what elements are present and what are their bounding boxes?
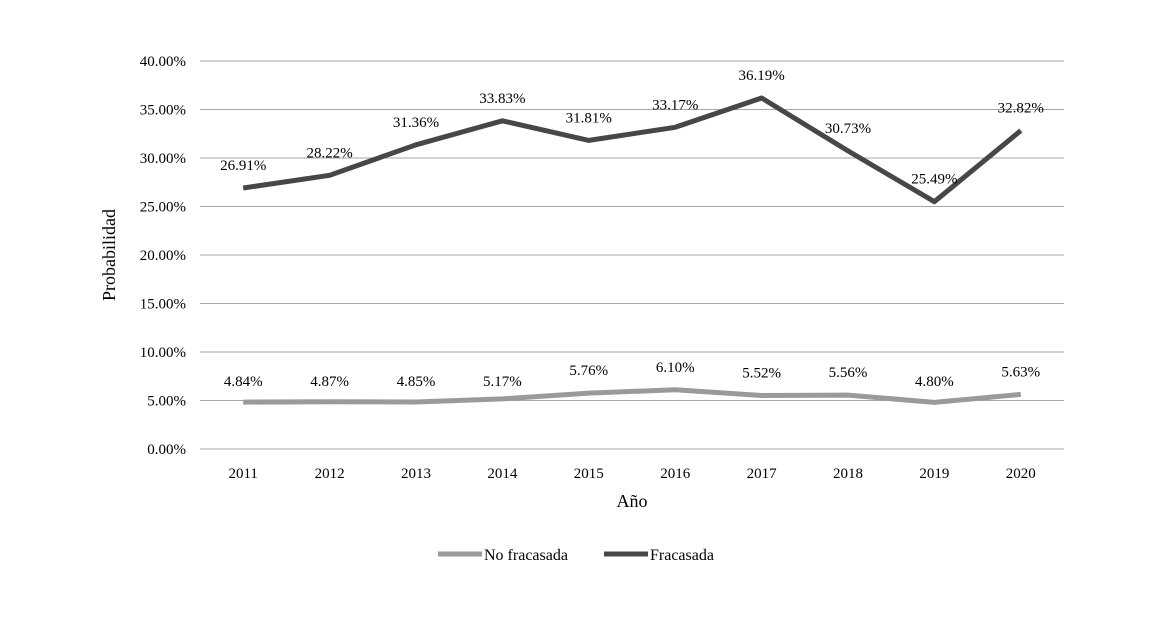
x-tick-label: 2012 <box>315 466 345 482</box>
y-tick-label: 0.00% <box>147 442 186 458</box>
data-label: 33.83% <box>479 91 525 107</box>
x-tick-label: 2015 <box>574 466 604 482</box>
data-label: 33.17% <box>652 97 698 113</box>
data-label: 31.81% <box>566 110 612 126</box>
y-tick-label: 5.00% <box>147 394 186 410</box>
y-tick-label: 20.00% <box>140 248 186 264</box>
data-label: 5.52% <box>742 365 781 381</box>
data-label: 5.56% <box>829 365 868 381</box>
x-tick-label: 2011 <box>228 466 257 482</box>
y-axis-title: Probabilidad <box>99 209 119 301</box>
data-label: 28.22% <box>306 145 352 161</box>
x-tick-label: 2019 <box>919 466 949 482</box>
series-lines <box>242 95 1023 405</box>
data-label: 36.19% <box>738 68 784 84</box>
x-axis-title: Año <box>617 491 648 511</box>
data-label: 5.63% <box>1001 364 1040 380</box>
data-label: 30.73% <box>825 121 871 137</box>
data-label: 5.17% <box>483 374 522 390</box>
x-tick-label: 2013 <box>401 466 431 482</box>
data-label: 25.49% <box>911 172 957 188</box>
legend-label-no-fracasada: No fracasada <box>484 547 568 564</box>
legend-label-fracasada: Fracasada <box>650 547 714 564</box>
data-labels: 4.84% 4.87% 4.85% 5.17% 5.76% 6.10% 5.52% 5.56%… <box>220 68 1044 390</box>
x-tick-label: 2018 <box>833 466 863 482</box>
legend: No fracasada Fracasada <box>438 547 714 564</box>
data-label: 32.82% <box>998 101 1044 117</box>
data-label: 5.76% <box>569 363 608 379</box>
y-tick-label: 15.00% <box>140 297 186 313</box>
data-label: 6.10% <box>656 360 695 376</box>
x-axis-ticks: 2011 2012 2013 2014 2015 2016 2017 2018 2019 2020 <box>228 466 1035 482</box>
y-tick-label: 40.00% <box>140 54 186 70</box>
x-tick-label: 2017 <box>747 466 778 482</box>
data-label: 4.85% <box>397 374 436 390</box>
data-label: 26.91% <box>220 158 266 174</box>
y-tick-label: 35.00% <box>140 103 186 119</box>
x-tick-label: 2014 <box>487 466 518 482</box>
y-axis-ticks: 0.00% 5.00% 10.00% 15.00% 20.00% 25.00% 30.00%… <box>140 54 186 458</box>
x-tick-label: 2016 <box>660 466 691 482</box>
data-label: 31.36% <box>393 115 439 131</box>
data-label: 4.80% <box>915 374 954 390</box>
series-line-0 <box>243 387 1022 405</box>
data-label: 4.87% <box>310 374 349 390</box>
x-tick-label: 2020 <box>1006 466 1036 482</box>
y-tick-label: 25.00% <box>140 200 186 216</box>
series-line-1 <box>242 95 1023 205</box>
data-label: 4.84% <box>224 374 263 390</box>
y-tick-label: 30.00% <box>140 151 186 167</box>
y-tick-label: 10.00% <box>140 345 186 361</box>
